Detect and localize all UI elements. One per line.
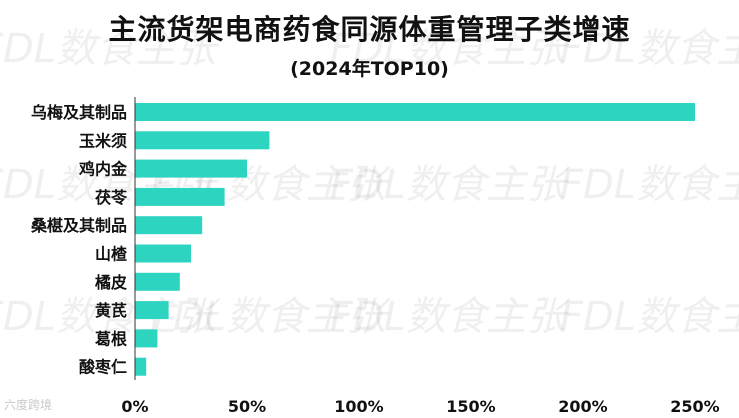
bar-9 — [135, 357, 147, 376]
category-label: 鸡内金 — [78, 160, 128, 179]
x-tick-labels: 0% 50% 100% 150% 200% 250% — [121, 397, 719, 416]
category-label: 桑椹及其制品 — [30, 216, 127, 235]
bar-8 — [135, 329, 158, 348]
category-label: 山楂 — [95, 245, 128, 264]
category-label: 茯苓 — [94, 188, 128, 207]
category-label: 黄芪 — [95, 301, 127, 320]
watermark-text: FDL数食主张 — [560, 294, 739, 340]
bar-2 — [135, 159, 247, 178]
x-tick-label: 100% — [334, 397, 383, 416]
category-label: 葛根 — [95, 329, 127, 348]
watermark-text: FDL数食主张 — [330, 162, 571, 208]
bars-group — [135, 103, 695, 376]
chart-subtitle: (2024年TOP10) — [290, 58, 449, 80]
bar-6 — [135, 272, 180, 291]
watermark-layer: FDL数食主张FDL数食主张FDL数食主张FDL数食主张FDL数食主张FDL数食… — [0, 26, 739, 340]
category-label: 玉米须 — [79, 131, 127, 150]
watermark-text: FDL数食主张 — [560, 162, 739, 208]
bar-3 — [135, 187, 225, 206]
watermark-text: FDL数食主张 — [560, 26, 739, 72]
watermark-text: FDL数食主张 — [330, 294, 571, 340]
category-label: 酸枣仁 — [79, 358, 127, 377]
watermark-text: FDL数食主张 — [150, 294, 391, 340]
x-tick-label: 0% — [121, 397, 148, 416]
category-label: 乌梅及其制品 — [31, 103, 127, 122]
watermark-text: FDL数食主张 — [0, 294, 221, 340]
bar-4 — [135, 216, 203, 235]
bar-0 — [135, 103, 695, 121]
x-tick-label: 150% — [446, 397, 495, 416]
watermark-text: FDL数食主张 — [0, 26, 221, 72]
chart-title: 主流货架电商药食同源体重管理子类增速 — [108, 13, 631, 46]
category-label: 橘皮 — [94, 273, 127, 292]
bar-1 — [135, 131, 270, 150]
corner-watermark: 六度跨境 — [4, 398, 53, 412]
watermark-text: FDL数食主张 — [330, 26, 571, 72]
bar-7 — [135, 301, 169, 320]
x-tick-label: 200% — [558, 397, 607, 416]
x-tick-label: 50% — [228, 397, 266, 416]
x-tick-label: 250% — [670, 397, 719, 416]
bar-5 — [135, 244, 191, 263]
